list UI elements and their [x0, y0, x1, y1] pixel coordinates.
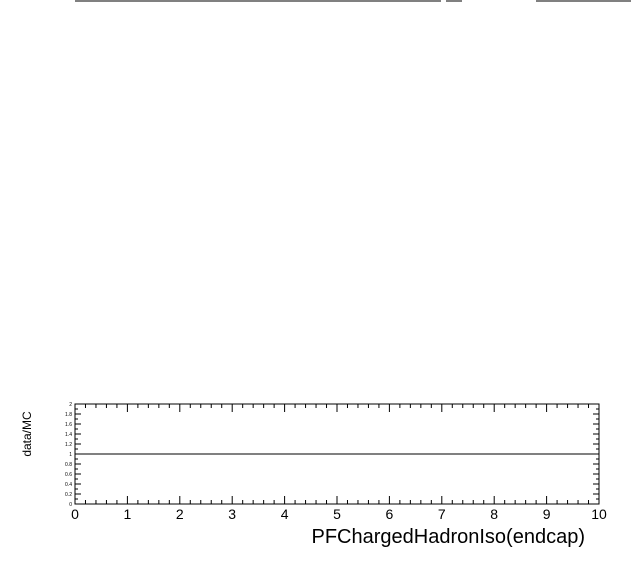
y-tick-label: 0.4 — [65, 482, 72, 488]
x-tick-label: 9 — [543, 506, 551, 522]
x-tick-label: 8 — [490, 506, 498, 522]
x-tick-label: 4 — [281, 506, 289, 522]
y-tick-label: 1.6 — [65, 422, 72, 428]
y-tick-label: 2 — [69, 402, 72, 408]
y-tick-label: 0 — [69, 502, 72, 508]
x-tick-label: 5 — [333, 506, 341, 522]
x-tick-label: 7 — [438, 506, 446, 522]
x-tick-label: 6 — [386, 506, 394, 522]
y-tick-label: 0.2 — [65, 492, 72, 498]
y-tick-label: 1.4 — [65, 432, 72, 438]
y-tick-label: 1.2 — [65, 442, 72, 448]
y-tick-label: 0.6 — [65, 472, 72, 478]
y-tick-label: 1 — [69, 452, 72, 458]
x-tick-label: 10 — [591, 506, 607, 522]
x-tick-label: 1 — [124, 506, 132, 522]
y-tick-label: 1.8 — [65, 412, 72, 418]
y-axis-ticks: 0 0.2 0.4 0.6 0.8 1 1.2 1.4 1.6 1.8 2 — [65, 402, 599, 508]
x-axis-ticks: 0 1 2 3 4 5 6 7 8 9 10 — [71, 404, 607, 522]
x-tick-label: 2 — [176, 506, 184, 522]
x-tick-label: 3 — [228, 506, 236, 522]
y-axis-label: data/MC — [20, 411, 34, 457]
x-axis-label: PFChargedHadronIso(endcap) — [312, 526, 586, 548]
x-tick-label: 0 — [71, 506, 79, 522]
y-tick-label: 0.8 — [65, 462, 72, 468]
